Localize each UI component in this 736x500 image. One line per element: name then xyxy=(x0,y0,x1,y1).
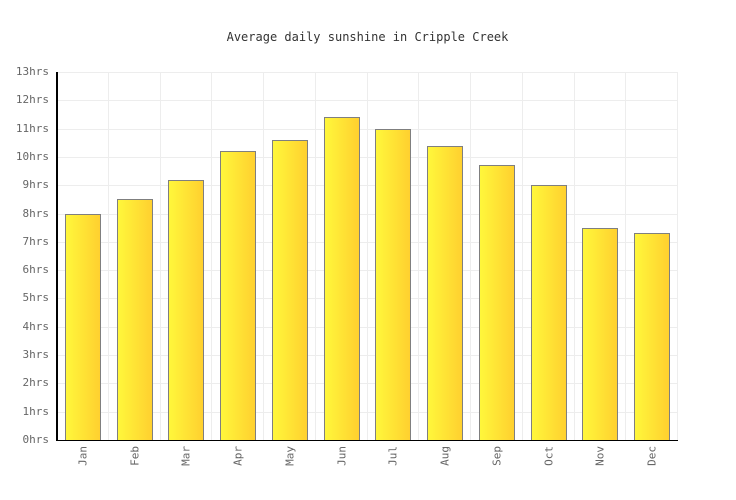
gridline-horizontal xyxy=(57,270,678,272)
gridline-vertical xyxy=(366,72,368,440)
y-tick-label: 3hrs xyxy=(22,348,50,362)
gridline-vertical xyxy=(314,72,316,440)
y-tick-label: 12hrs xyxy=(15,93,49,107)
gridline-horizontal xyxy=(57,72,678,73)
bar-nov xyxy=(582,227,619,440)
gridline-horizontal xyxy=(57,241,678,243)
y-tick-label: 10hrs xyxy=(15,149,49,163)
gridline-horizontal xyxy=(57,298,678,300)
gridline-vertical xyxy=(677,72,678,440)
bar-aug xyxy=(427,145,464,440)
gridline-horizontal xyxy=(57,411,678,413)
plot-area xyxy=(57,72,678,440)
gridline-horizontal xyxy=(57,185,678,187)
gridline-horizontal xyxy=(57,383,678,385)
gridline-vertical xyxy=(159,72,161,440)
gridline-vertical xyxy=(107,72,109,440)
gridline-horizontal xyxy=(57,355,678,357)
bar-jun xyxy=(323,117,360,440)
gridline-vertical xyxy=(470,72,471,440)
gridline-vertical xyxy=(211,72,213,440)
gridline-vertical xyxy=(521,72,523,440)
gridline-vertical xyxy=(625,72,627,440)
bar-jan xyxy=(64,213,101,440)
bar-sep xyxy=(478,165,515,440)
bar-may xyxy=(271,139,308,440)
y-tick-label: 9hrs xyxy=(22,178,50,192)
y-tick-label: 1hrs xyxy=(22,404,50,418)
gridline-horizontal xyxy=(57,213,678,215)
bar-feb xyxy=(116,199,153,440)
gridline-horizontal xyxy=(57,326,678,328)
chart-title: Average daily sunshine in Cripple Creek xyxy=(226,30,509,44)
y-tick-label: 5hrs xyxy=(22,291,50,305)
x-axis-line xyxy=(56,439,678,441)
y-tick-label: 11hrs xyxy=(15,121,49,135)
bar-apr xyxy=(220,151,257,440)
y-axis-line xyxy=(56,72,58,440)
bar-dec xyxy=(634,233,671,440)
gridline-vertical xyxy=(573,72,575,440)
bar-oct xyxy=(530,185,567,440)
y-tick-label: 6hrs xyxy=(22,263,50,277)
y-tick-label: 0hrs xyxy=(22,433,50,446)
y-tick-label: 2hrs xyxy=(22,376,50,390)
gridline-horizontal xyxy=(57,100,678,102)
bar-jul xyxy=(375,128,412,440)
y-tick-label: 4hrs xyxy=(22,319,50,333)
bar-mar xyxy=(168,179,205,440)
y-tick-label: 13hrs xyxy=(15,65,49,78)
gridline-horizontal xyxy=(57,128,678,130)
y-tick-label: 7hrs xyxy=(22,234,50,248)
gridline-vertical xyxy=(263,72,264,440)
gridline-horizontal xyxy=(57,156,678,158)
gridline-vertical xyxy=(418,72,420,440)
y-tick-label: 8hrs xyxy=(22,206,50,220)
